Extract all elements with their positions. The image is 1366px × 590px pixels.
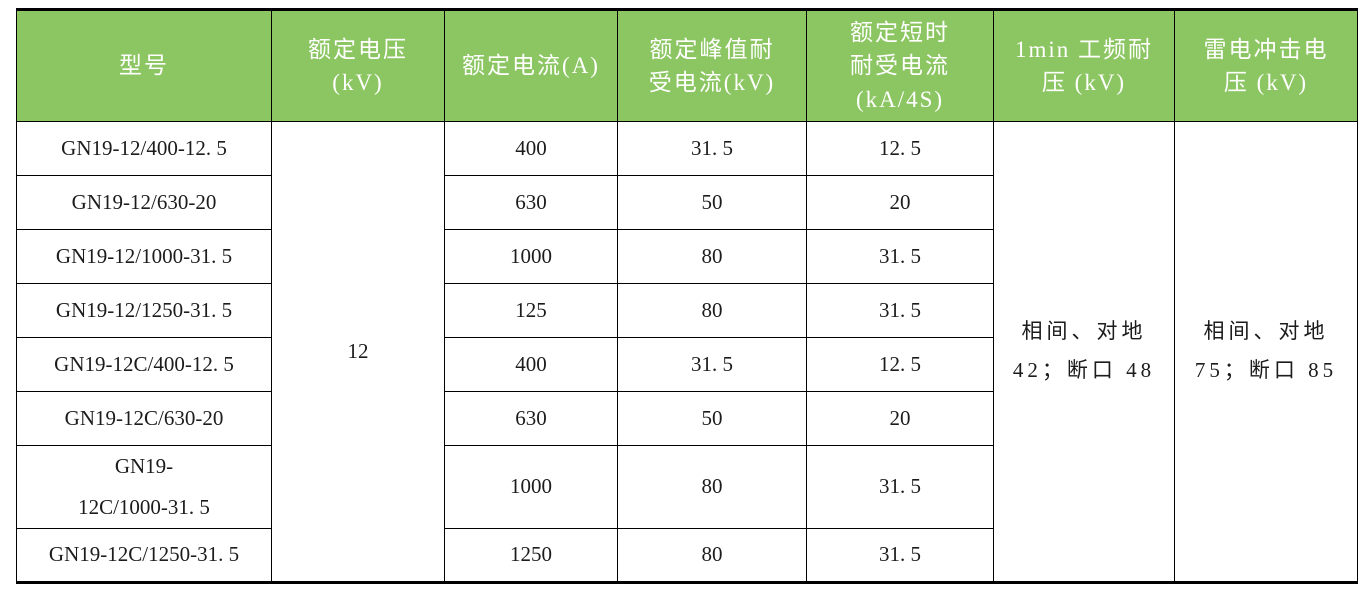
short-time-cell: 31. 5 xyxy=(806,229,994,284)
peak-cell: 80 xyxy=(617,229,807,284)
short-time-cell: 20 xyxy=(806,175,994,230)
header-cell-lightning-impulse-voltage: 雷电冲击电 压 (kV) xyxy=(1174,9,1358,122)
switch-spec-table: 型号 额定电压 (kV) 额定电流(A) 额定峰值耐 受电流(kV) 额定短时 … xyxy=(16,8,1358,584)
current-cell: 1000 xyxy=(444,445,618,529)
model-cell: GN19-12/400-12. 5 xyxy=(16,121,272,176)
table-row: GN19- 12C/1000-31. 5 1000 80 31. 5 xyxy=(16,445,1358,529)
current-cell: 1250 xyxy=(444,527,618,583)
table-row: GN19-12/630-20 630 50 20 xyxy=(16,175,1358,230)
header-cell-power-freq-voltage: 1min 工频耐 压 (kV) xyxy=(993,9,1175,122)
peak-cell: 50 xyxy=(617,391,807,446)
table-row: GN19-12C/1250-31. 5 1250 80 31. 5 xyxy=(16,527,1358,583)
header-cell-peak-withstand-current: 额定峰值耐 受电流(kV) xyxy=(617,9,807,122)
table-row: GN19-12/1000-31. 5 1000 80 31. 5 xyxy=(16,229,1358,284)
peak-cell: 80 xyxy=(617,445,807,529)
model-cell: GN19-12/1000-31. 5 xyxy=(16,229,272,284)
table-row: GN19-12/400-12. 5 12 400 31. 5 12. 5 相间、… xyxy=(16,121,1358,583)
power-freq-merged-cell: 相间、对地 42；断口 48 xyxy=(993,121,1175,583)
peak-cell: 80 xyxy=(617,283,807,338)
model-cell: GN19-12C/1250-31. 5 xyxy=(16,527,272,583)
lightning-impulse-merged-cell: 相间、对地 75；断口 85 xyxy=(1174,121,1358,583)
peak-cell: 80 xyxy=(617,527,807,583)
peak-cell: 50 xyxy=(617,175,807,230)
rated-voltage-merged-cell: 12 xyxy=(271,121,445,583)
current-cell: 1000 xyxy=(444,229,618,284)
header-cell-rated-current: 额定电流(A) xyxy=(444,9,618,122)
header-cell-model: 型号 xyxy=(16,9,272,122)
short-time-cell: 31. 5 xyxy=(806,527,994,583)
current-cell: 400 xyxy=(444,121,618,176)
short-time-cell: 12. 5 xyxy=(806,121,994,176)
table-header-row: 型号 额定电压 (kV) 额定电流(A) 额定峰值耐 受电流(kV) 额定短时 … xyxy=(16,9,1358,122)
table-body: GN19-12/400-12. 5 12 400 31. 5 12. 5 相间、… xyxy=(16,121,1358,583)
short-time-cell: 12. 5 xyxy=(806,337,994,392)
peak-cell: 31. 5 xyxy=(617,337,807,392)
short-time-cell: 31. 5 xyxy=(806,445,994,529)
short-time-cell: 31. 5 xyxy=(806,283,994,338)
model-cell: GN19-12/630-20 xyxy=(16,175,272,230)
current-cell: 630 xyxy=(444,391,618,446)
model-cell: GN19- 12C/1000-31. 5 xyxy=(16,445,272,529)
current-cell: 630 xyxy=(444,175,618,230)
short-time-cell: 20 xyxy=(806,391,994,446)
model-cell: GN19-12/1250-31. 5 xyxy=(16,283,272,338)
peak-cell: 31. 5 xyxy=(617,121,807,176)
table-row: GN19-12/1250-31. 5 125 80 31. 5 xyxy=(16,283,1358,338)
header-cell-short-time-current: 额定短时 耐受电流 (kA/4S) xyxy=(806,9,994,122)
current-cell: 400 xyxy=(444,337,618,392)
current-cell: 125 xyxy=(444,283,618,338)
table-row: GN19-12C/400-12. 5 400 31. 5 12. 5 xyxy=(16,337,1358,392)
model-cell: GN19-12C/400-12. 5 xyxy=(16,337,272,392)
header-cell-rated-voltage: 额定电压 (kV) xyxy=(271,9,445,122)
table-row: GN19-12C/630-20 630 50 20 xyxy=(16,391,1358,446)
model-cell: GN19-12C/630-20 xyxy=(16,391,272,446)
